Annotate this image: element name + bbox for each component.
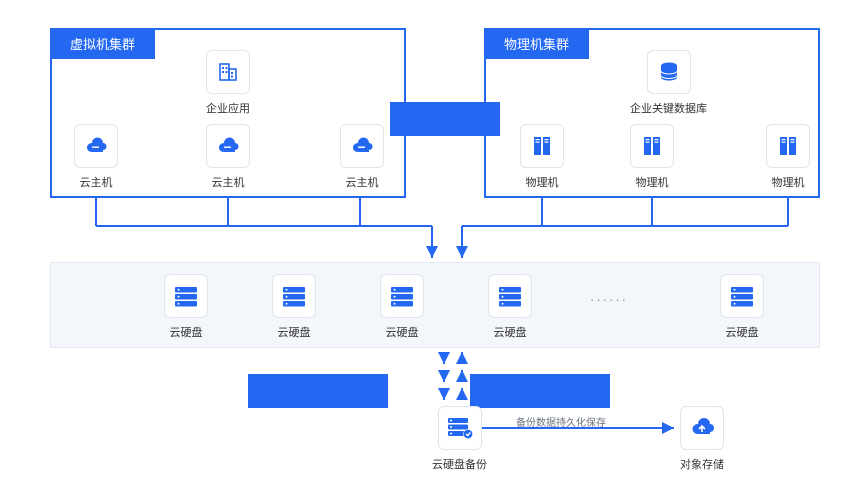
cloud-icon <box>206 124 250 168</box>
card-cloud-host-1-label: 云主机 <box>80 174 113 190</box>
card-enterprise-app: 企业应用 <box>206 50 250 116</box>
disk-icon <box>272 274 316 318</box>
card-physical-host-3-label: 物理机 <box>772 174 805 190</box>
label-lower-right <box>470 374 610 408</box>
card-disk-2-label: 云硬盘 <box>278 324 311 340</box>
card-cloud-host-2: 云主机 <box>206 124 250 190</box>
cloud-icon <box>340 124 384 168</box>
card-cloud-host-2-label: 云主机 <box>212 174 245 190</box>
disk-icon <box>164 274 208 318</box>
card-object-storage: 对象存储 <box>680 406 724 472</box>
card-enterprise-db-label: 企业关键数据库 <box>630 100 707 116</box>
server-tower-icon <box>766 124 810 168</box>
card-physical-host-3: 物理机 <box>766 124 810 190</box>
card-disk-backup: 云硬盘备份 <box>432 406 487 472</box>
card-physical-host-1: 物理机 <box>520 124 564 190</box>
disk-icon <box>720 274 764 318</box>
card-disk-1-label: 云硬盘 <box>170 324 203 340</box>
building-icon <box>206 50 250 94</box>
card-physical-host-2-label: 物理机 <box>636 174 669 190</box>
cloud-upload-icon <box>680 406 724 450</box>
card-cloud-host-1: 云主机 <box>74 124 118 190</box>
card-disk-5: 云硬盘 <box>720 274 764 340</box>
label-center <box>390 102 500 136</box>
card-physical-host-1-label: 物理机 <box>526 174 559 190</box>
cluster-physical-title: 物理机集群 <box>484 28 589 59</box>
cluster-vm-title: 虚拟机集群 <box>50 28 155 59</box>
card-disk-3-label: 云硬盘 <box>386 324 419 340</box>
backup-annotation: 备份数据持久化保存 <box>516 414 606 429</box>
card-enterprise-app-label: 企业应用 <box>206 100 250 116</box>
disk-icon <box>380 274 424 318</box>
architecture-diagram: 虚拟机集群 物理机集群 企业应用 云主机 云主机 云主机 企业关键数据库 <box>0 0 863 500</box>
card-disk-4-label: 云硬盘 <box>494 324 527 340</box>
cloud-icon <box>74 124 118 168</box>
card-disk-backup-label: 云硬盘备份 <box>432 456 487 472</box>
card-cloud-host-3: 云主机 <box>340 124 384 190</box>
card-disk-4: 云硬盘 <box>488 274 532 340</box>
disk-icon <box>488 274 532 318</box>
server-tower-icon <box>630 124 674 168</box>
card-disk-1: 云硬盘 <box>164 274 208 340</box>
card-object-storage-label: 对象存储 <box>680 456 724 472</box>
label-lower-left <box>248 374 388 408</box>
card-disk-3: 云硬盘 <box>380 274 424 340</box>
card-cloud-host-3-label: 云主机 <box>346 174 379 190</box>
disk-ellipsis: ······ <box>590 292 628 307</box>
database-icon <box>647 50 691 94</box>
card-physical-host-2: 物理机 <box>630 124 674 190</box>
card-enterprise-db: 企业关键数据库 <box>630 50 707 116</box>
server-tower-icon <box>520 124 564 168</box>
disk-backup-icon <box>438 406 482 450</box>
card-disk-5-label: 云硬盘 <box>726 324 759 340</box>
card-disk-2: 云硬盘 <box>272 274 316 340</box>
